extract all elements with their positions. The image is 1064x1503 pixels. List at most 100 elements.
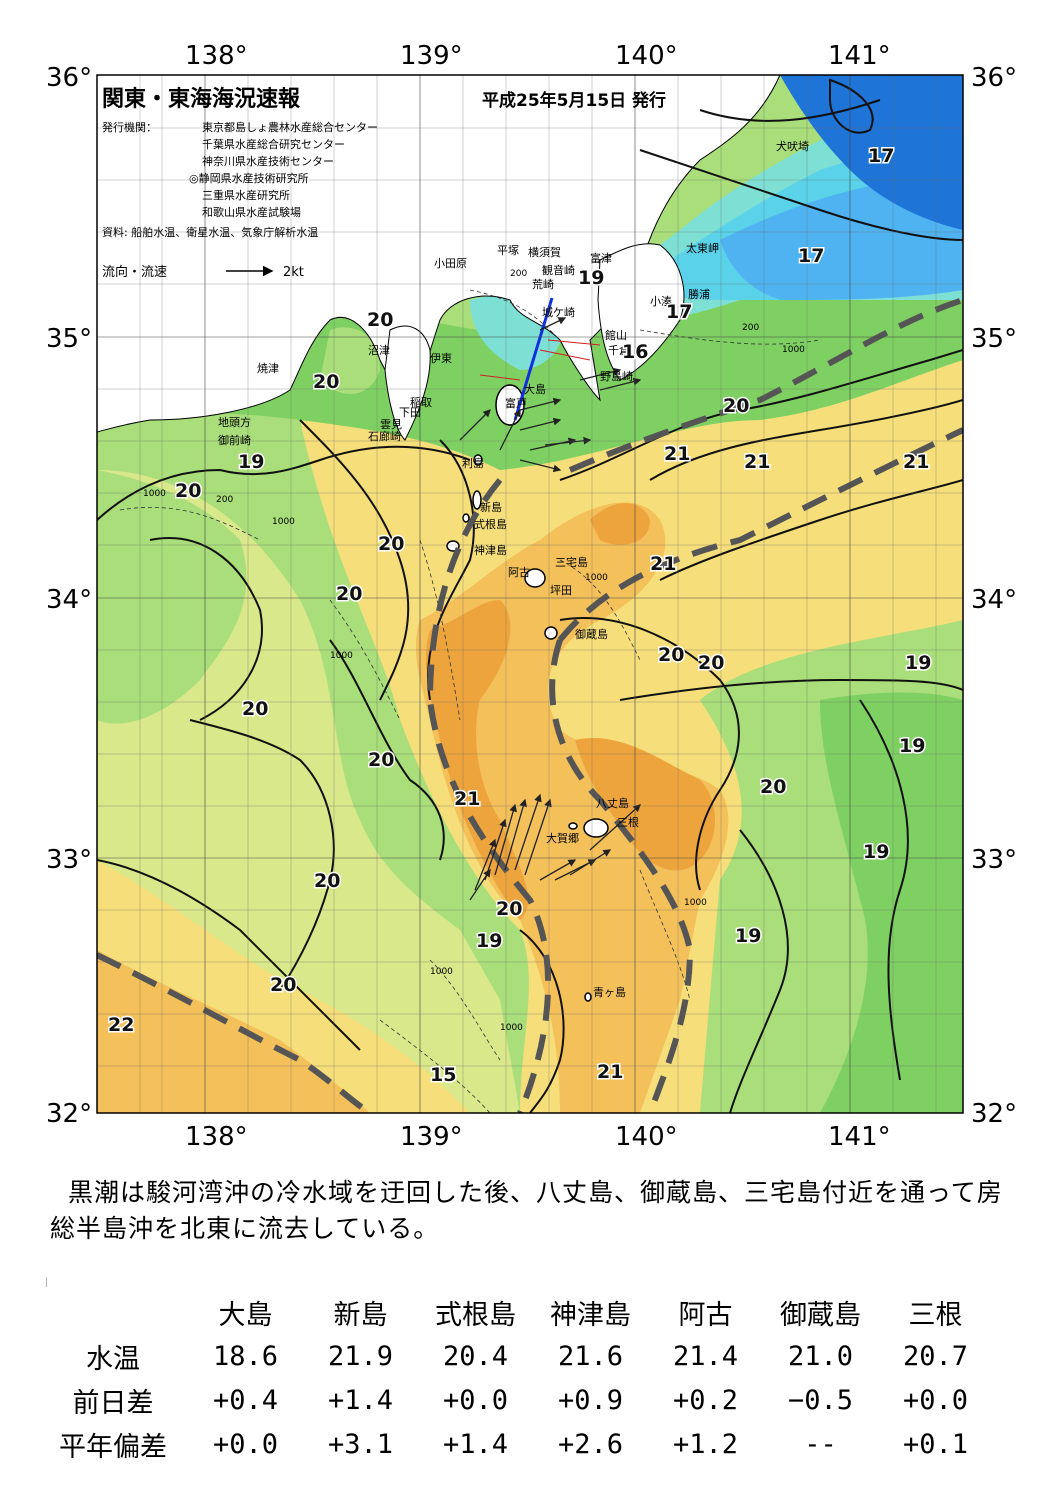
axis-labels: 138° 139° 140° 141° 138° 139° 140° 141° … — [46, 41, 1017, 1152]
corner-cell — [38, 1290, 188, 1334]
isotherm-label: 20 — [368, 749, 394, 771]
row-header: 平年偏差 — [59, 1431, 167, 1463]
place-label: 城ケ崎 — [542, 305, 575, 319]
table-cell: −0.5 — [787, 1384, 854, 1416]
table-cell: +3.1 — [327, 1428, 394, 1460]
data-source: 資料: 船舶水温、衛星水温、気象庁解析水温 — [102, 225, 318, 239]
isotherm-label: 19 — [476, 930, 502, 952]
place-label: 御蔵島 — [575, 627, 608, 641]
issuer: 神奈川県水産技術センター — [202, 154, 334, 168]
place-label: 雲見 — [380, 418, 402, 431]
isotherm-label: 19 — [735, 925, 761, 947]
place-label: 式根島 — [474, 517, 507, 531]
depth-label: 1000 — [684, 898, 707, 908]
depth-label: 200 — [216, 495, 233, 505]
table-row: 平年偏差 +0.0 +3.1 +1.4 +2.6 +1.2 -- +0.1 — [38, 1422, 993, 1466]
isotherm-label: 19 — [863, 841, 889, 863]
table-cell: +1.4 — [327, 1384, 394, 1416]
depth-label: 1000 — [500, 1023, 523, 1033]
depth-labels: 200 200 200 1000 1000 1000 1000 1000 100… — [143, 269, 805, 1033]
place-label: 焼津 — [257, 362, 279, 375]
isotherm-label: 20 — [378, 533, 404, 555]
lon-label: 139° — [400, 1122, 463, 1152]
place-label: 新島 — [480, 500, 502, 514]
place-label: 千倉 — [608, 343, 630, 357]
map-title: 関東・東海海況速報 — [102, 86, 301, 112]
observation-table: 大島 新島 式根島 神津島 阿古 御蔵島 三根 水温 18.6 21.9 20.… — [38, 1290, 993, 1466]
lat-label: 34° — [46, 585, 92, 615]
place-label: 阿古 — [508, 566, 530, 579]
issuer-label: 発行機関： — [102, 120, 157, 134]
place-label: 青ヶ島 — [593, 985, 626, 999]
isotherm-label: 21 — [903, 451, 929, 473]
place-label: 勝浦 — [688, 287, 710, 301]
isotherm-label: 20 — [175, 480, 201, 502]
place-label: 平塚 — [497, 244, 519, 257]
lon-label: 140° — [615, 1122, 678, 1152]
issuer: 和歌山県水産試験場 — [202, 205, 301, 219]
place-label: 大賀郷 — [546, 831, 579, 845]
column-header: 式根島 — [435, 1299, 516, 1331]
lat-label: 36° — [971, 63, 1017, 93]
table-cell: 21.4 — [672, 1340, 739, 1372]
isotherm-label: 20 — [658, 644, 684, 666]
issuer: 東京都島しょ農林水産総合センター — [202, 120, 378, 134]
place-label: 館山 — [605, 328, 627, 342]
place-label: 神津島 — [474, 543, 507, 557]
place-label: 野島崎 — [600, 369, 633, 383]
isotherm-labels: 17 17 17 19 16 20 20 19 20 20 20 21 21 2… — [107, 144, 933, 1088]
kuroshio-axis — [97, 297, 963, 1113]
table-cell: +0.9 — [557, 1384, 624, 1416]
land — [96, 74, 781, 441]
flow-legend-label: 流向・流速 — [102, 264, 167, 280]
lon-label: 138° — [185, 1122, 248, 1152]
isotherm-label: 20 — [314, 870, 340, 892]
map-header: 関東・東海海況速報 平成25年5月15日 発行 発行機関： 東京都島しょ農林水産… — [102, 86, 666, 280]
table-row: 前日差 +0.4 +1.4 +0.0 +0.9 +0.2 −0.5 +0.0 — [38, 1378, 993, 1422]
isotherm-label: 21 — [650, 553, 676, 575]
place-label: 犬吠埼 — [776, 139, 809, 153]
isotherm-label: 20 — [723, 395, 749, 417]
ship-track — [513, 297, 554, 421]
lat-label: 33° — [46, 845, 92, 875]
isotherm-label: 20 — [336, 583, 362, 605]
column-header: 神津島 — [550, 1299, 631, 1331]
place-label: 荒崎 — [532, 277, 554, 291]
table-cell: +2.6 — [557, 1428, 624, 1460]
lat-label: 35° — [46, 324, 92, 354]
table-cell: +1.2 — [672, 1428, 739, 1460]
lon-label: 141° — [828, 1122, 891, 1152]
place-label: 太東岬 — [686, 242, 719, 255]
place-label: 小田原 — [434, 257, 467, 270]
lon-label: 140° — [615, 41, 678, 71]
place-label: 小湊 — [650, 294, 672, 308]
place-label: 沼津 — [368, 343, 390, 357]
place-label: 横須賀 — [528, 245, 561, 259]
place-label: 稲取 — [410, 396, 432, 409]
depth-label: 1000 — [430, 967, 453, 977]
table-header-row: 大島 新島 式根島 神津島 阿古 御蔵島 三根 — [38, 1290, 993, 1334]
lat-label: 36° — [46, 63, 92, 93]
place-label: 利島 — [462, 456, 484, 470]
depth-label: 1000 — [272, 517, 295, 527]
summary-body: 黒潮は駿河湾沖の冷水域を迂回した後、八丈島、御蔵島、三宅島付近を通って房総半島沖… — [50, 1178, 1003, 1243]
place-names: 犬吠埼 太東岬 勝浦 小湊 富津 横須賀 平塚 小田原 観音崎 荒崎 城ケ崎 館… — [218, 139, 809, 999]
depth-label: 1000 — [782, 345, 805, 355]
table-cell: 18.6 — [212, 1340, 279, 1372]
isotherms — [97, 78, 963, 1113]
isotherm-label: 20 — [760, 776, 786, 798]
lon-label: 139° — [400, 41, 463, 71]
issuer: 三重県水産研究所 — [202, 188, 290, 202]
depth-label: 1000 — [330, 651, 353, 661]
isotherm-label: 17 — [798, 245, 824, 267]
isotherm-label: 15 — [430, 1064, 456, 1086]
place-label: 八丈島 — [596, 796, 629, 810]
table-cell: +0.0 — [212, 1428, 279, 1460]
column-header: 三根 — [908, 1299, 963, 1331]
table-cell: +0.2 — [672, 1384, 739, 1416]
table-cell: +1.4 — [442, 1428, 509, 1460]
table-row: 水温 18.6 21.9 20.4 21.6 21.4 21.0 20.7 — [38, 1334, 993, 1378]
lat-label: 35° — [971, 324, 1017, 354]
flow-legend-unit: 2kt — [283, 265, 304, 280]
sea-temperature-map: 138° 139° 140° 141° 138° 139° 140° 141° … — [46, 41, 1017, 1152]
